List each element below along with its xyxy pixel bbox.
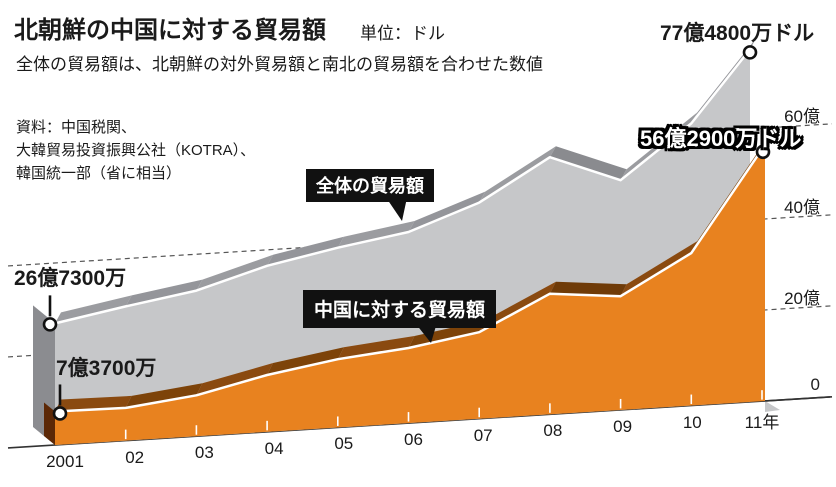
page-title: 北朝鮮の中国に対する貿易額 [14,17,326,44]
source-line-2: 大韓貿易投資振興公社（KOTRA）、 [16,142,256,159]
x-tick-label: 11年 [744,413,780,433]
series-label-total: 全体の貿易額 [306,169,434,202]
x-tick-label: 06 [404,430,423,450]
x-tick-label: 10 [682,412,702,432]
y-tick-label: 60億 [784,106,820,126]
source-note: 資料：中国税関、 大韓貿易投資振興公社（KOTRA）、 韓国統一部（省に相当） [16,116,255,185]
chart-subtitle: 全体の貿易額は、北朝鮮の対外貿易額と南北の貿易額を合わせた数値 [16,55,543,74]
y-tick-label: 40億 [784,197,820,217]
y-tick-label: 20億 [784,288,820,308]
annotation-total-2001: 26億7300万 [14,267,127,290]
x-tick-label: 04 [264,438,284,458]
series-label-china: 中国に対する貿易額 [303,290,497,328]
x-tick-label: 05 [334,434,354,454]
x-tick-label: 03 [194,443,214,463]
source-line-3: 韓国統一部（省に相当） [16,165,182,182]
x-tick-label: 2001 [46,452,84,471]
annotation-china-2001: 7億3700万 [56,357,157,380]
annotation-total-2011: 77億4800万ドル [660,22,815,45]
unit-label: 単位：ドル [360,24,445,43]
source-line-1: 資料：中国税関、 [16,119,137,136]
x-tick-label: 02 [125,447,145,467]
y-tick-label-zero: 0 [810,374,820,394]
annotation-china-2011: 56億2900万ドル [640,126,802,151]
x-tick-label: 08 [543,421,563,441]
x-tick-label: 07 [473,425,493,445]
chart-shapes [7,38,833,449]
x-tick-label: 09 [613,416,633,436]
